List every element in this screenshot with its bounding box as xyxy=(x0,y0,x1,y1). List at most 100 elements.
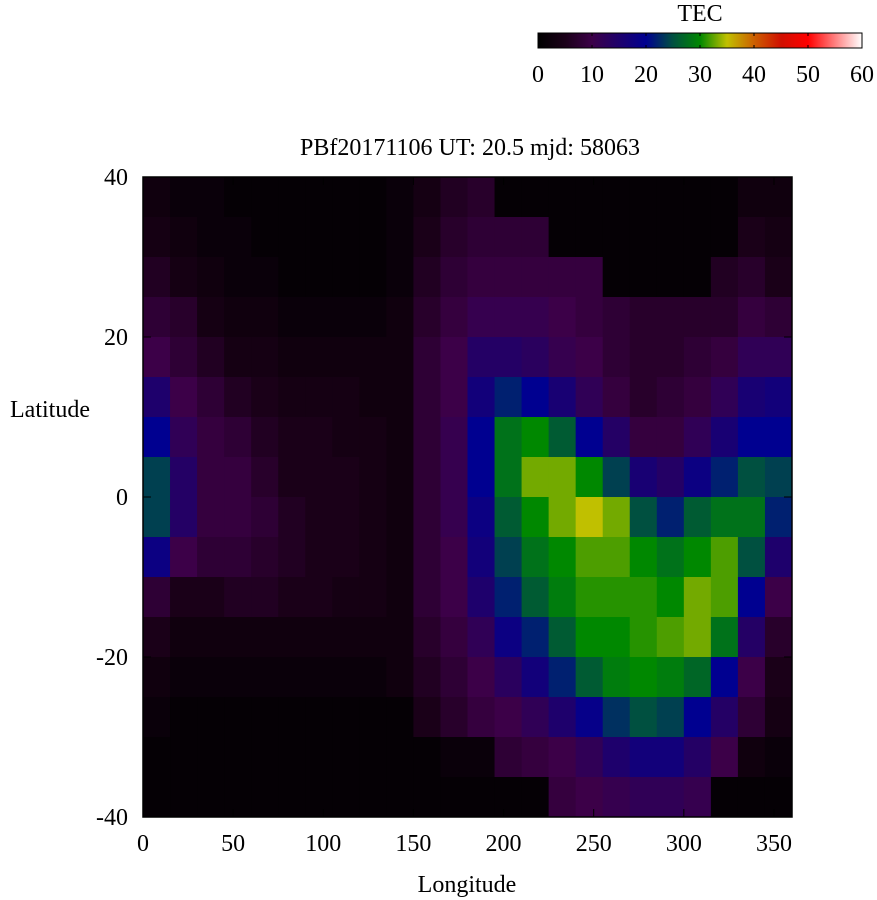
heatmap-cell xyxy=(494,697,523,738)
heatmap-cell xyxy=(494,217,523,258)
heatmap-cell xyxy=(197,497,225,538)
heatmap-cell xyxy=(143,497,171,538)
y-tick-label: 40 xyxy=(104,165,128,191)
heatmap-cell xyxy=(548,217,577,258)
heatmap-cell xyxy=(359,657,387,698)
heatmap-cell xyxy=(440,697,468,738)
heatmap-cell xyxy=(737,297,766,338)
heatmap-cell xyxy=(359,697,387,738)
heatmap-cell xyxy=(656,697,685,738)
heatmap-cell xyxy=(521,617,550,658)
heatmap-cell xyxy=(386,577,414,618)
heatmap-cell xyxy=(710,377,739,418)
heatmap-cell xyxy=(602,377,631,418)
colorbar-tick-label: 0 xyxy=(532,62,544,88)
heatmap-cell xyxy=(602,417,631,458)
heatmap-cell xyxy=(197,217,225,258)
heatmap-cell xyxy=(278,737,306,778)
heatmap-cell xyxy=(251,457,279,498)
heatmap-cell xyxy=(359,617,387,658)
heatmap-cell xyxy=(548,497,577,538)
heatmap-cell xyxy=(251,217,279,258)
heatmap-cell xyxy=(602,777,631,818)
heatmap-cell xyxy=(737,377,766,418)
heatmap-cell xyxy=(521,537,550,578)
heatmap-cell xyxy=(710,577,739,618)
heatmap-cell xyxy=(764,537,793,578)
heatmap-cell xyxy=(764,337,793,378)
x-axis-label: Longitude xyxy=(418,872,517,898)
heatmap-cell xyxy=(143,297,171,338)
heatmap-cell xyxy=(359,337,387,378)
heatmap-cell xyxy=(170,737,198,778)
heatmap-cell xyxy=(386,497,414,538)
heatmap-cell xyxy=(521,657,550,698)
heatmap-cell xyxy=(359,457,387,498)
heatmap-cell xyxy=(305,617,333,658)
heatmap-cell xyxy=(494,457,523,498)
heatmap-cell xyxy=(521,337,550,378)
heatmap-cell xyxy=(467,217,496,258)
heatmap-cell xyxy=(629,777,658,818)
heatmap-cell xyxy=(224,777,252,818)
heatmap-cell xyxy=(359,497,387,538)
heatmap-cell xyxy=(683,257,712,298)
heatmap-cell xyxy=(737,697,766,738)
heatmap-cell xyxy=(602,617,631,658)
heatmap-cell xyxy=(332,657,360,698)
heatmap-cell xyxy=(332,577,360,618)
heatmap-cell xyxy=(656,297,685,338)
heatmap-cell xyxy=(224,257,252,298)
heatmap-cell xyxy=(332,337,360,378)
heatmap-cell xyxy=(197,617,225,658)
heatmap-cell xyxy=(440,417,468,458)
heatmap-cell xyxy=(710,537,739,578)
heatmap-cell xyxy=(332,777,360,818)
heatmap-cell xyxy=(386,177,414,218)
heatmap-cell xyxy=(413,537,441,578)
heatmap-cell xyxy=(170,617,198,658)
heatmap-cell xyxy=(170,777,198,818)
x-tick-label: 100 xyxy=(305,831,341,857)
heatmap-cell xyxy=(575,737,604,778)
heatmap-cell xyxy=(413,657,441,698)
heatmap-cell xyxy=(656,777,685,818)
heatmap-cell xyxy=(278,777,306,818)
heatmap-cell xyxy=(413,297,441,338)
heatmap-cell xyxy=(386,377,414,418)
heatmap-cell xyxy=(602,697,631,738)
heatmap-cell xyxy=(710,617,739,658)
heatmap-cell xyxy=(224,697,252,738)
heatmap-cell xyxy=(683,537,712,578)
heatmap-cell xyxy=(359,217,387,258)
heatmap-cell xyxy=(656,537,685,578)
heatmap-cell xyxy=(764,617,793,658)
colorbar-tick-label: 30 xyxy=(688,62,712,88)
heatmap-cell xyxy=(737,217,766,258)
heatmap-cell xyxy=(656,457,685,498)
heatmap-cell xyxy=(656,377,685,418)
heatmap-cell xyxy=(143,377,171,418)
heatmap-cell xyxy=(332,457,360,498)
heatmap-cell xyxy=(737,657,766,698)
heatmap-cell xyxy=(305,217,333,258)
heatmap-cell xyxy=(440,297,468,338)
heatmap-cell xyxy=(143,737,171,778)
heatmap-cell xyxy=(575,177,604,218)
heatmap-cells xyxy=(143,177,793,818)
x-tick-label: 300 xyxy=(666,831,702,857)
heatmap-cell xyxy=(143,457,171,498)
heatmap-cell xyxy=(656,257,685,298)
heatmap-cell xyxy=(170,217,198,258)
heatmap-cell xyxy=(629,497,658,538)
heatmap-cell xyxy=(656,497,685,538)
heatmap-cell xyxy=(440,257,468,298)
heatmap-cell xyxy=(494,737,523,778)
heatmap-cell xyxy=(494,177,523,218)
heatmap-cell xyxy=(224,457,252,498)
colorbar-tick-label: 20 xyxy=(634,62,658,88)
heatmap-cell xyxy=(656,737,685,778)
heatmap-cell xyxy=(440,777,468,818)
heatmap-cell xyxy=(494,617,523,658)
heatmap-cell xyxy=(548,537,577,578)
